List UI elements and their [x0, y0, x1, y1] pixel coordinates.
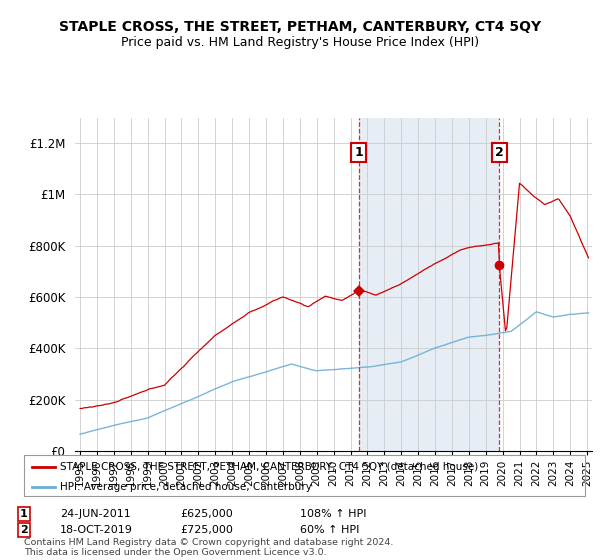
Text: 2: 2 [20, 525, 28, 535]
Text: £725,000: £725,000 [180, 525, 233, 535]
Text: STAPLE CROSS, THE STREET, PETHAM, CANTERBURY, CT4 5QY: STAPLE CROSS, THE STREET, PETHAM, CANTER… [59, 20, 541, 34]
Text: 60% ↑ HPI: 60% ↑ HPI [300, 525, 359, 535]
Text: 2: 2 [495, 146, 503, 159]
Bar [359, 118, 499, 451]
Text: Price paid vs. HM Land Registry's House Price Index (HPI): Price paid vs. HM Land Registry's House … [121, 36, 479, 49]
Text: 108% ↑ HPI: 108% ↑ HPI [300, 508, 367, 519]
Text: 1: 1 [355, 146, 364, 159]
Text: £625,000: £625,000 [180, 508, 233, 519]
Text: 1: 1 [20, 508, 28, 519]
Text: Contains HM Land Registry data © Crown copyright and database right 2024.
This d: Contains HM Land Registry data © Crown c… [24, 538, 394, 557]
Text: HPI: Average price, detached house, Canterbury: HPI: Average price, detached house, Cant… [61, 482, 313, 492]
Text: 24-JUN-2011: 24-JUN-2011 [60, 508, 131, 519]
Text: STAPLE CROSS, THE STREET, PETHAM, CANTERBURY, CT4 5QY (detached house): STAPLE CROSS, THE STREET, PETHAM, CANTER… [61, 461, 479, 472]
Text: 18-OCT-2019: 18-OCT-2019 [60, 525, 133, 535]
